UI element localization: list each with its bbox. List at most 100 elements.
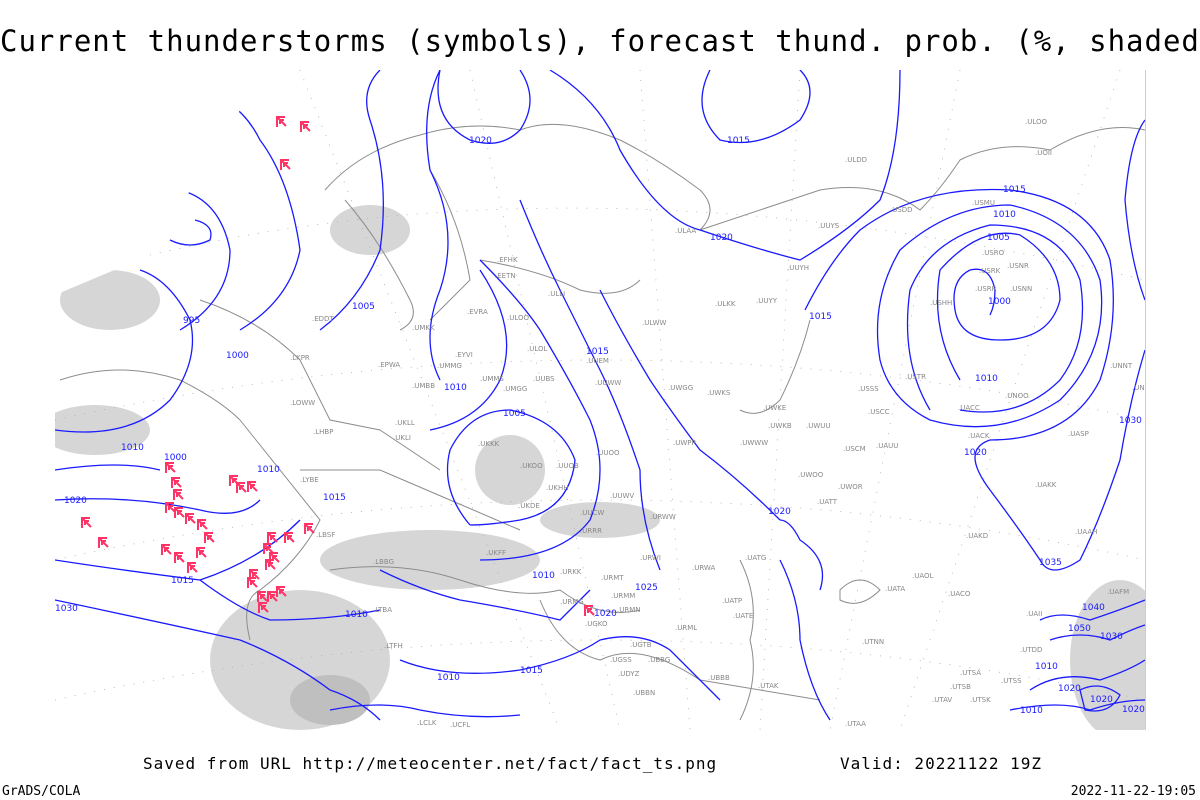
thunderstorm-symbol-icon [196,547,207,558]
station-label: .EETN [495,272,516,280]
station-label: .URWI [640,554,661,562]
thunderstorm-symbol-icon [165,462,176,473]
thunderstorm-symbol-icon [174,507,185,518]
thunderstorm-symbol-icon [171,477,182,488]
station-label: .UUWV [610,492,634,500]
station-label: .UATE [733,612,753,620]
isobar-labels: 1020 1015 1020 1015 1010 1005 1000 1010 1020 995 1… [55,136,1145,716]
station-label: .LBBG [373,558,394,566]
station-label: .UATP [722,597,742,605]
station-label: .UKKK [478,440,500,448]
isobar-label: 1005 [352,302,375,312]
station-label: .UMMG [437,362,462,370]
isobar-label: 1030 [1100,632,1123,642]
station-label: .UTSS [1001,677,1022,685]
station-label: .UTAV [932,696,952,704]
station-label: .UNBB [1132,384,1154,392]
station-label: .UTSK [970,696,991,704]
thunderstorm-symbol-icon [174,552,185,563]
station-label: .LTBA [373,606,392,614]
station-label: .UAUU [876,442,898,450]
valid-time: Valid: 20221122 19Z [840,754,1043,773]
thunderstorm-symbol-icon [236,482,247,493]
station-label: .UUYY [756,297,778,305]
station-label: .UAAH [1075,528,1097,536]
thunderstorm-symbol-icon [276,116,287,127]
station-label: .URMG [560,598,584,606]
thunderstorm-symbol-icon [265,559,276,570]
station-label: .UTAA [845,720,866,728]
station-label: .UUOO [596,449,620,457]
isobar-label: 1010 [257,465,280,475]
station-label: .USTR [905,373,926,381]
isobar-label: 1010 [444,383,467,393]
station-label: .UATT [817,498,838,506]
thunderstorm-symbol-icon [280,159,291,170]
station-label: .UGSS [610,656,632,664]
station-label: .EFHK [497,256,518,264]
station-label: .ULWW [642,319,667,327]
thunderstorm-symbol-icon [98,537,109,548]
thunderstorm-symbol-icon [276,586,287,597]
station-label: .ULDD [845,156,867,164]
station-label: .LCLK [417,719,437,727]
isobar-label: 1020 [1122,705,1145,715]
station-label: .EYVI [455,351,473,359]
isobar-label: 1015 [1003,185,1026,195]
isobar-label: 1020 [64,496,87,506]
thunderstorm-symbol-icon [204,532,215,543]
station-label: .UWKS [707,389,731,397]
station-label: .USHH [930,299,952,307]
station-label: .EPWA [378,361,400,369]
station-label: .UMKK [412,324,435,332]
isobar-label: 1010 [1020,706,1043,716]
station-label: .URWA [692,564,715,572]
station-label: .UTSA [960,669,981,677]
thunderstorm-symbol-icon [81,517,92,528]
station-label: .UNOO [1005,392,1029,400]
isobar-label: 1015 [586,347,609,357]
station-label: .UGKO [585,620,608,628]
thunderstorm-symbol-icon [263,543,274,554]
station-label: .UKLI [393,434,411,442]
station-label: .UACO [948,590,971,598]
station-label: .UUYH [787,264,809,272]
station-label: .UKOO [520,462,543,470]
station-label: .UMGG [503,385,527,393]
station-label: .UWOO [798,471,824,479]
thunderstorm-probability-shading [55,205,1145,730]
station-label: .UACK [968,432,990,440]
thunderstorm-symbol-icon [269,552,280,563]
isobar-label: 1015 [323,493,346,503]
station-label: .URRR [580,527,602,535]
station-label: .UUOB [556,462,579,470]
station-label: .LKPR [290,354,310,362]
isobar-label: 1005 [503,409,526,419]
station-label: .UTNN [862,638,884,646]
thunderstorm-symbol-icon [165,502,176,513]
station-label: .ULOO [507,314,530,322]
thunderstorm-symbol-icon [304,523,315,534]
station-label: .URMN [617,606,641,614]
station-label: .ULKK [715,300,736,308]
isobar-label: 1010 [345,610,368,620]
station-label: .UDYZ [618,670,640,678]
isobar-label: 1030 [1119,416,1142,426]
thunderstorm-symbol-icon [267,532,278,543]
station-label: .USSS [858,385,879,393]
thunderstorm-symbol-icon [284,532,295,543]
station-label: .URKK [560,568,582,576]
thunderstorm-symbol-icon [185,513,196,524]
isobar-label: 1000 [164,453,187,463]
coastlines [59,123,1145,721]
thunderstorm-symbol-icon [258,602,269,613]
isobar-label: 1030 [55,604,78,614]
station-label: .UACC [958,404,980,412]
generated-timestamp: 2022-11-22-19:05 [1070,784,1196,799]
station-label: .UTDD [1020,646,1042,654]
station-label: .EDDT [312,315,334,323]
station-label: .LYBE [300,476,319,484]
station-label: .UUCW [580,509,604,517]
station-label: .UBBN [633,689,655,697]
